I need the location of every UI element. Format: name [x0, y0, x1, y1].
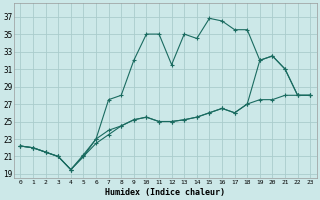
X-axis label: Humidex (Indice chaleur): Humidex (Indice chaleur): [105, 188, 225, 197]
